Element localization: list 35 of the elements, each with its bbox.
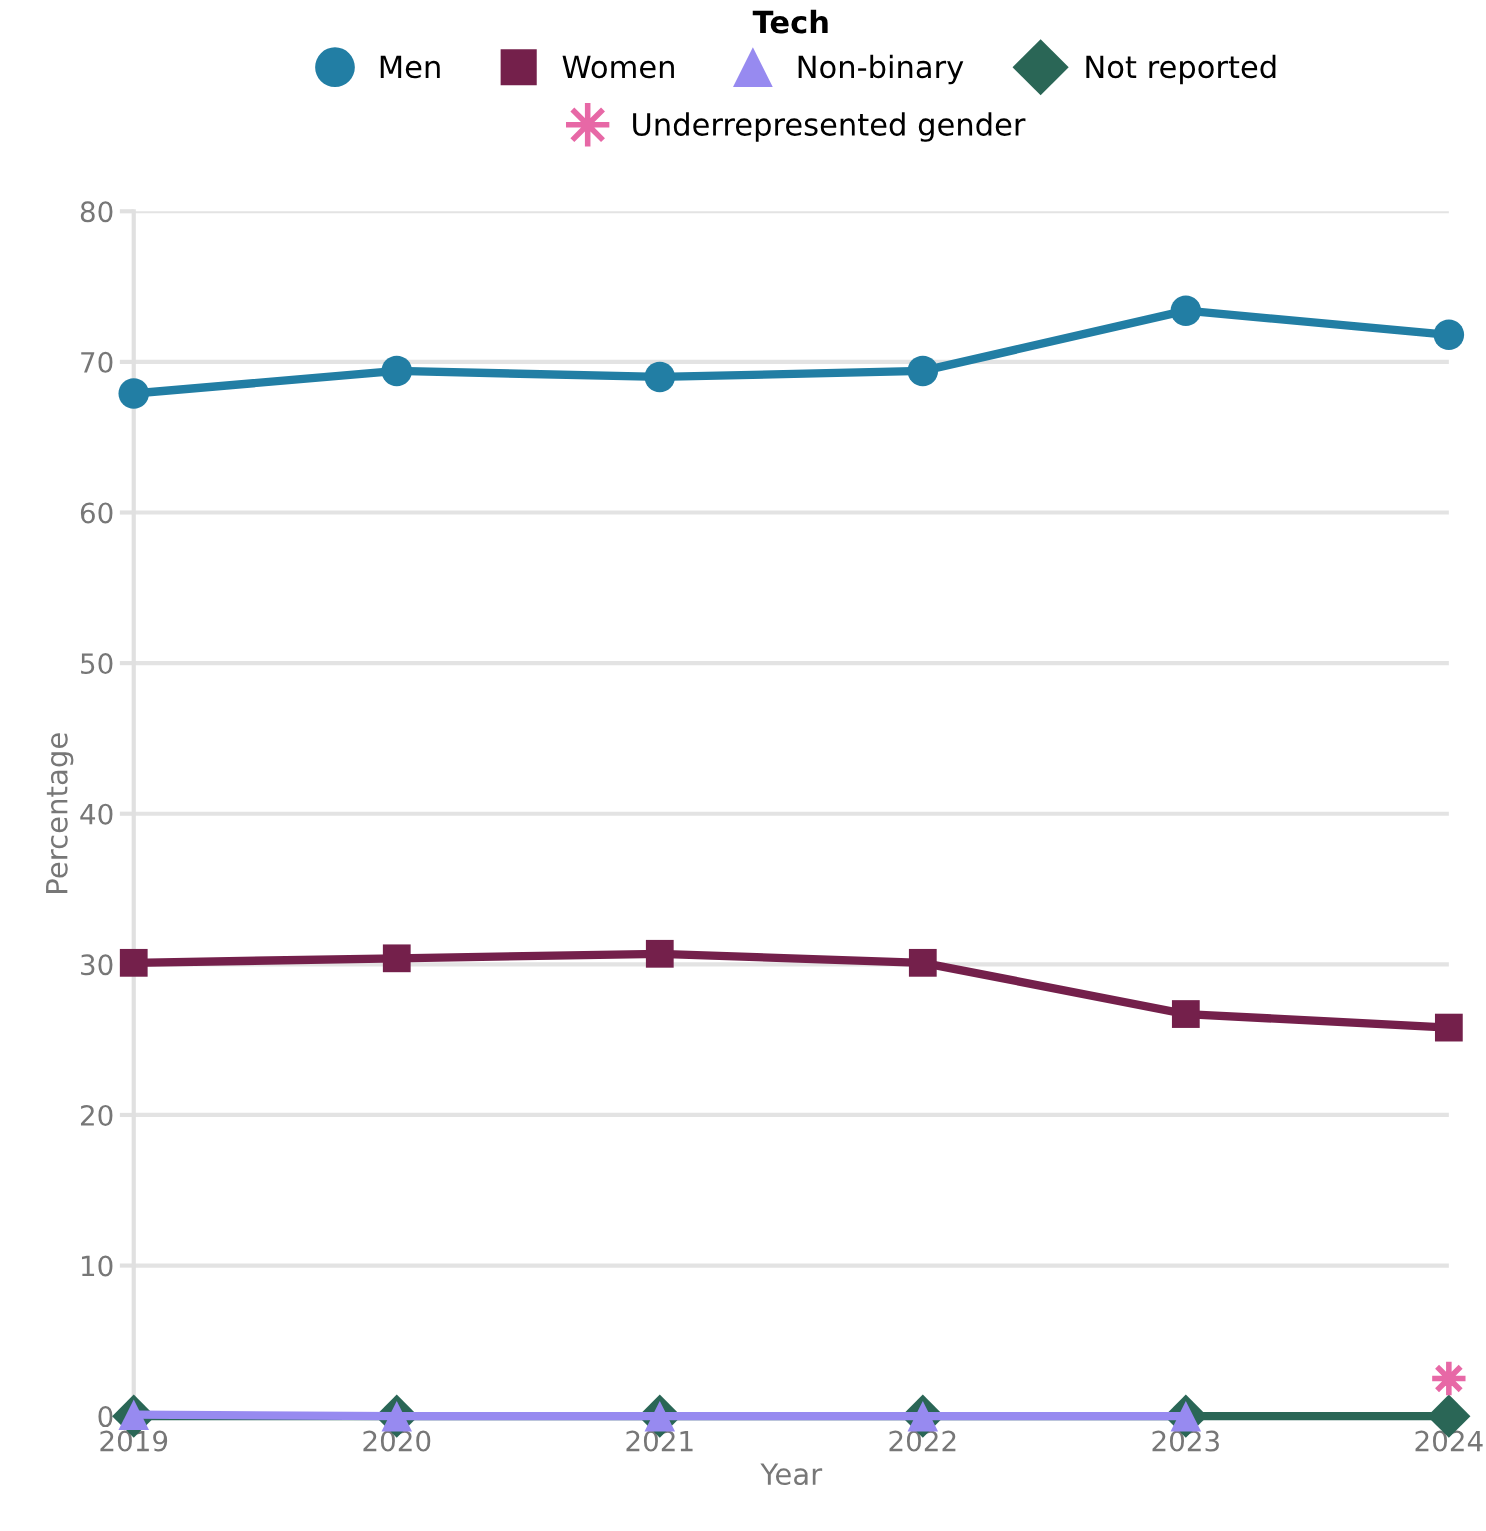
point <box>1434 1013 1463 1042</box>
legend-label: Underrepresented gender <box>633 112 1026 142</box>
point <box>382 944 411 973</box>
x-tick-label: 2024 <box>1415 1430 1483 1452</box>
y-tick-label: 30 <box>81 954 113 976</box>
point <box>1170 295 1202 326</box>
point <box>645 939 674 968</box>
x-tick-label: 2022 <box>889 1430 956 1452</box>
y-axis-title: Percentage <box>46 733 74 893</box>
x-tick-label: 2020 <box>363 1430 431 1452</box>
y-tick-label: 20 <box>80 1104 113 1126</box>
x-tick-label: 2019 <box>100 1430 168 1452</box>
point <box>1433 319 1465 351</box>
point <box>1171 1000 1200 1028</box>
legend-label: Men <box>380 55 440 79</box>
y-tick-label: 40 <box>80 803 113 825</box>
point <box>381 355 413 387</box>
legend-label: Not reported <box>1086 54 1276 85</box>
x-tick-label: 2021 <box>626 1430 693 1452</box>
y-tick-label: 80 <box>80 201 113 223</box>
x-axis-title: Year <box>760 1463 823 1486</box>
point <box>644 361 676 393</box>
point <box>119 948 148 977</box>
y-tick-label: 10 <box>82 1255 113 1277</box>
legend-title: Tech <box>752 9 828 34</box>
x-tick-label: 2023 <box>1152 1430 1219 1452</box>
y-tick-label: 70 <box>81 351 113 373</box>
y-tick-label: 0 <box>98 1406 113 1428</box>
point <box>907 355 939 387</box>
point <box>118 378 150 409</box>
y-tick-label: 60 <box>80 502 113 524</box>
legend-label: Non-binary <box>798 54 964 85</box>
y-tick-label: 50 <box>81 653 113 675</box>
point <box>908 948 937 977</box>
legend-label: Women <box>562 55 674 79</box>
